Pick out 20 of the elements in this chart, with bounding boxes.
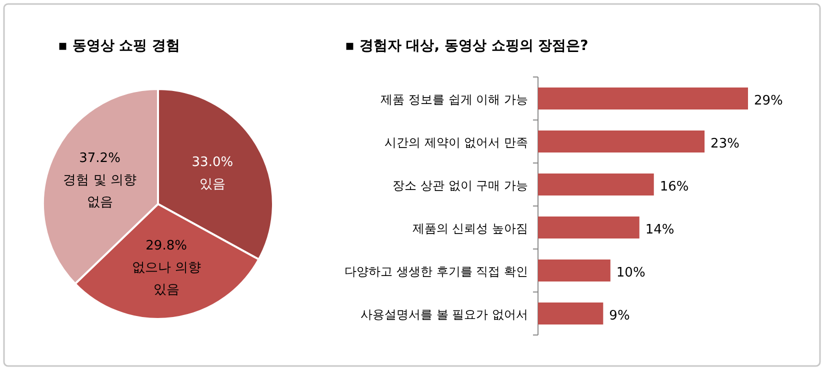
data-label: 29.8% (146, 238, 187, 254)
data-label: 10% (616, 266, 646, 280)
y-tick-label: 다양하고 생생한 후기를 직접 확인 (344, 264, 528, 278)
data-label: 14% (645, 222, 674, 238)
y-tick-label: 장소 상관 없이 구매 가능 (392, 178, 528, 192)
chart-title: ▪ 동영상 쇼핑 경험 (58, 38, 180, 54)
data-label: 29% (754, 94, 783, 108)
chart-title: ▪ 경험자 대상, 동영상 쇼핑의 장점은? (345, 38, 588, 54)
slice-label: 없으나 의향 있음 (132, 260, 201, 298)
y-tick-label: 사용설명서를 볼 필요가 없어서 (360, 308, 528, 322)
data-label: 23% (710, 136, 740, 152)
data-label: 9% (609, 308, 630, 324)
slice-label: 있음 (199, 176, 226, 192)
data-label: 37.2% (79, 151, 120, 166)
data-label: 16% (660, 180, 689, 194)
slice-label: 경험 및 의향 없음 (63, 173, 136, 210)
y-tick-label: 제품 정보를 쉽게 이해 가능 (380, 92, 528, 106)
y-tick-label: 시간의 제약이 없어서 만족 (384, 136, 528, 150)
y-tick-label: 제품의 신뢰성 높아짐 (412, 222, 528, 236)
data-label: 33.0% (192, 154, 234, 170)
